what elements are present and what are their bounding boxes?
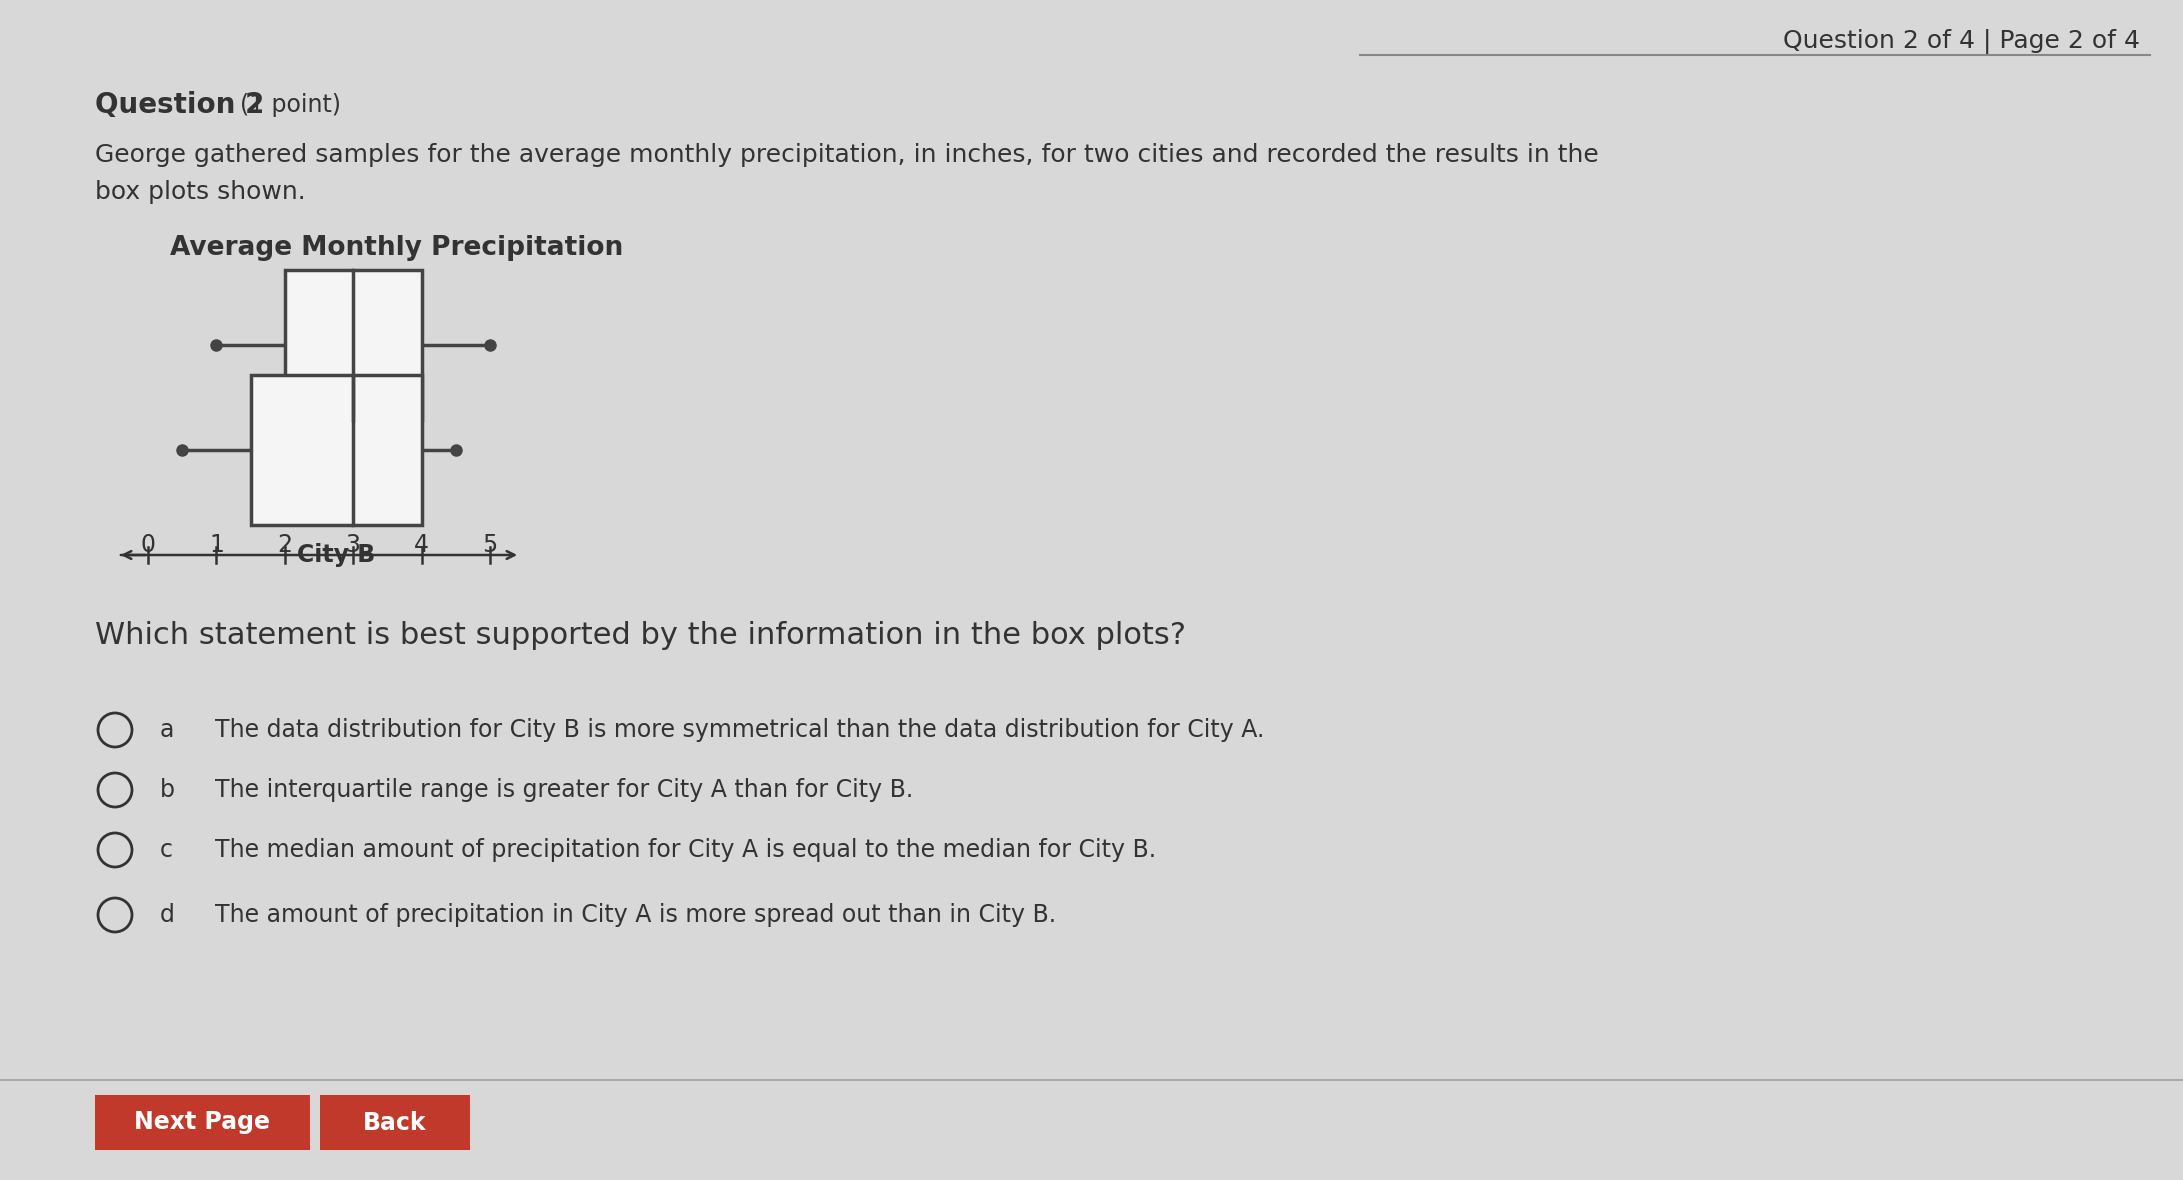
Text: City A: City A [314,438,393,463]
Text: The median amount of precipitation for City A is equal to the median for City B.: The median amount of precipitation for C… [214,838,1157,863]
Text: (1 point): (1 point) [240,93,341,117]
Text: The interquartile range is greater for City A than for City B.: The interquartile range is greater for C… [214,778,912,802]
Text: a: a [159,717,175,742]
Bar [284,270,421,420]
Text: Back: Back [362,1110,428,1134]
Text: 0: 0 [140,533,155,557]
Text: Next Page: Next Page [135,1110,271,1134]
Text: 2: 2 [277,533,293,557]
Text: City B: City B [297,543,375,568]
Text: box plots shown.: box plots shown. [96,181,306,204]
Text: c: c [159,838,172,863]
Text: Question 2: Question 2 [96,91,264,119]
Text: The data distribution for City B is more symmetrical than the data distribution : The data distribution for City B is more… [214,717,1264,742]
Bar [251,375,421,525]
Text: Question 2 of 4 | Page 2 of 4: Question 2 of 4 | Page 2 of 4 [1784,30,2139,54]
Text: 1: 1 [210,533,225,557]
Text: Which statement is best supported by the information in the box plots?: Which statement is best supported by the… [96,621,1185,649]
Text: The amount of precipitation in City A is more spread out than in City B.: The amount of precipitation in City A is… [214,903,1057,927]
Text: 3: 3 [345,533,360,557]
Text: b: b [159,778,175,802]
Text: 4: 4 [415,533,430,557]
Text: Average Monthly Precipitation: Average Monthly Precipitation [170,235,624,261]
Text: d: d [159,903,175,927]
Bar [96,1095,310,1150]
Text: George gathered samples for the average monthly precipitation, in inches, for tw: George gathered samples for the average … [96,143,1598,168]
Text: 5: 5 [482,533,498,557]
Bar [321,1095,469,1150]
